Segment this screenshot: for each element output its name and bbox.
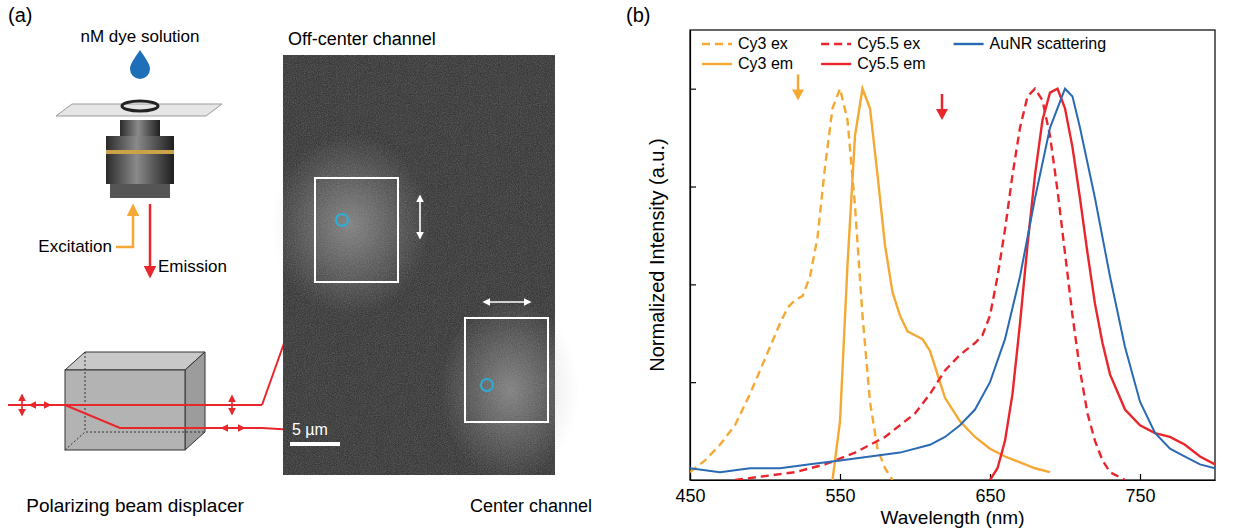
displacer-front (65, 370, 185, 450)
legend-item: AuNR scattering (954, 35, 1107, 52)
x-tick: 550 (825, 474, 855, 506)
arrow-shaft (941, 94, 944, 111)
spectrum-line (990, 89, 1215, 480)
legend-item: Cy3 em (702, 55, 793, 72)
displaced-beam (65, 405, 195, 428)
y-axis-line (690, 31, 691, 481)
molecule-marker (336, 214, 348, 226)
excitation-arrow (936, 94, 948, 120)
panel-a: nM dye solution Excitation Emission Polariz… (8, 27, 592, 516)
x-tick-label: 650 (975, 486, 1005, 506)
input-beam (8, 404, 195, 406)
polarization-arrow (484, 301, 530, 303)
y-tick (690, 382, 696, 383)
legend: Cy3 ex Cy3 em Cy5.5 ex Cy5.5 em AuNR scatter… (702, 35, 1106, 72)
sample-label: nM dye solution (80, 27, 199, 46)
y-tick (690, 187, 696, 188)
x-axis-title: Wavelength (nm) (881, 507, 1025, 528)
legend-swatch (954, 43, 984, 45)
droplet (130, 50, 150, 79)
y-axis (690, 31, 696, 481)
excitation-beam (116, 206, 133, 247)
y-tick (690, 89, 696, 90)
x-tick-mark (840, 474, 841, 480)
legend-swatch (821, 63, 851, 65)
plot-frame (690, 30, 1215, 480)
exit-beam (195, 427, 262, 429)
y-tick-mark (690, 89, 696, 90)
displacer-hidden-edge (65, 432, 205, 450)
legend-label: Cy3 em (738, 55, 793, 72)
x-tick-label: 550 (825, 486, 855, 506)
polarization-arrow (222, 427, 244, 429)
sample-ring (122, 101, 158, 111)
legend-swatch (702, 63, 732, 65)
arrow-head (936, 109, 948, 120)
y-tick-mark (690, 186, 696, 187)
channel-glow (270, 135, 430, 315)
scale-bar (290, 442, 340, 446)
channel-glow (440, 300, 580, 480)
arrow-head (792, 89, 804, 100)
emission-label: Emission (158, 257, 227, 276)
y-tick-mark (690, 382, 696, 383)
excitation-label: Excitation (38, 237, 112, 256)
polarization-arrow (21, 395, 23, 415)
objective-tip (120, 120, 160, 136)
excitation-arrow (792, 74, 804, 100)
spectrum-line (690, 89, 1215, 472)
legend-swatch (702, 43, 732, 45)
polarization-arrow (231, 396, 233, 414)
legend-label: Cy5.5 em (857, 55, 925, 72)
displacer-hidden-edge (85, 352, 86, 432)
y-tick-mark (690, 284, 696, 285)
optic-label: Polarizing beam displacer (26, 495, 244, 516)
arrow-shaft (797, 74, 800, 91)
panel-label: (b) (626, 4, 650, 26)
displacer-side (185, 352, 205, 450)
exit-beam (195, 404, 262, 406)
displacer-top (65, 352, 205, 370)
off-center-roi (315, 178, 398, 282)
legend-item: Cy5.5 em (821, 55, 925, 72)
center-roi (465, 318, 548, 422)
image-top-label: Off-center channel (288, 29, 436, 49)
y-axis-title: Normalized Intensity (a.u.) (646, 138, 668, 371)
data-layer (690, 74, 1215, 480)
objective-body (106, 136, 174, 184)
legend-label: Cy3 ex (738, 35, 788, 52)
legend-item: Cy5.5 ex (821, 35, 920, 52)
legend-item: Cy3 ex (702, 35, 788, 52)
y-tick (690, 284, 696, 285)
molecule-marker (481, 379, 493, 391)
x-tick: 750 (1125, 474, 1155, 506)
x-axis-line (691, 480, 1216, 481)
legend-label: Cy5.5 ex (857, 35, 920, 52)
objective-base (110, 184, 170, 198)
legend-label: AuNR scattering (990, 35, 1107, 52)
scale-bar-label: 5 µm (292, 421, 328, 438)
legend-swatch (821, 43, 851, 45)
x-tick-mark (1140, 474, 1141, 480)
panel-label: (a) (8, 4, 32, 26)
polarization-arrow (419, 196, 421, 238)
x-tick-label: 450 (675, 486, 705, 506)
objective-ring (106, 150, 174, 154)
x-axis: 450 550 650 750 (675, 474, 1215, 506)
x-tick-label: 750 (1125, 486, 1155, 506)
spectrum-line (735, 89, 1125, 480)
image-bottom-label: Center channel (470, 496, 592, 516)
spectrum-line (690, 89, 893, 480)
emission-beam (149, 204, 152, 276)
polarization-arrow (30, 404, 50, 406)
